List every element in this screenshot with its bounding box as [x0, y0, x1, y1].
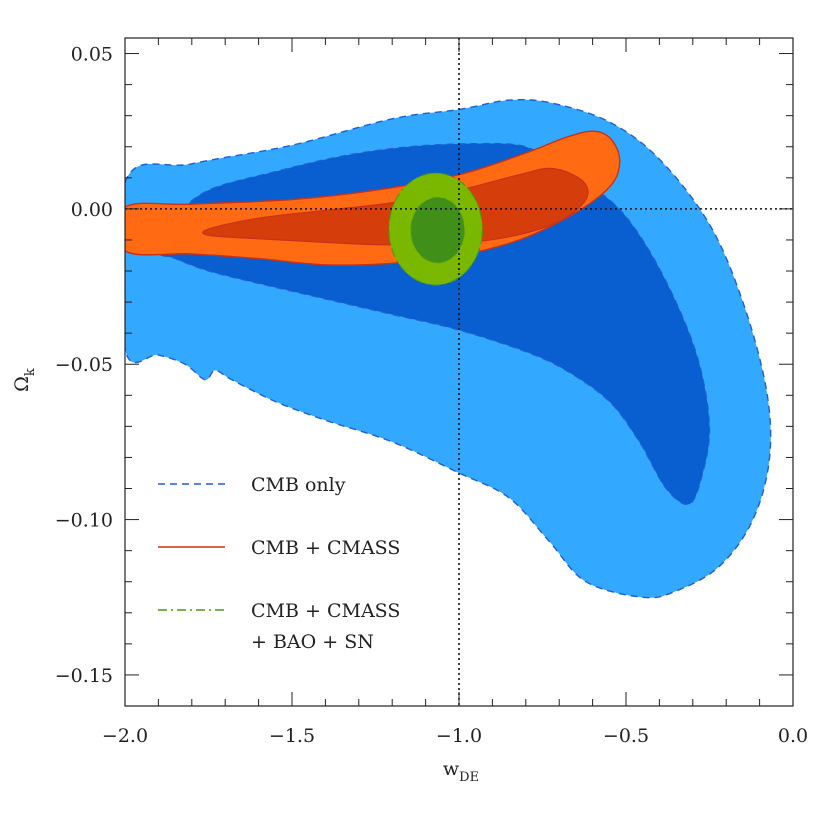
tick-labels: −2.0 −1.5 −1.0 −0.5 0.0 0.05 0.00 −0.05 −0.10 −0.… [55, 44, 808, 747]
y-tick-label: 0.05 [71, 44, 113, 66]
reference-lines [125, 38, 793, 706]
y-axis-label-main: Ω [11, 376, 33, 392]
contour-layer [125, 98, 772, 599]
x-axis-label-main: w [443, 758, 460, 780]
x-tick-label: −0.5 [603, 725, 649, 747]
x-tick-label: 0.0 [778, 725, 808, 747]
y-tick-label: −0.15 [55, 665, 113, 687]
contour-68-cmb-cmass-bao-sn [410, 196, 465, 264]
x-tick-label: −2.0 [102, 725, 148, 747]
x-tick-label: −1.5 [269, 725, 315, 747]
legend-label-cmb-cmass-bao-sn-line2: + BAO + SN [251, 631, 374, 653]
x-axis-label-sub: DE [459, 770, 479, 785]
y-tick-label: −0.10 [55, 510, 113, 532]
y-tick-label: 0.00 [71, 199, 113, 221]
axis-ticks [124, 38, 794, 707]
legend-label-cmb-cmass: CMB + CMASS [251, 537, 400, 559]
legend-label-cmb-cmass-bao-sn-line1: CMB + CMASS [251, 600, 400, 622]
legend: CMB only CMB + CMASS CMB + CMASS + BAO +… [158, 474, 400, 653]
x-axis-label: wDE [443, 758, 479, 785]
y-axis-label: Ωk [11, 368, 38, 392]
y-axis-label-sub: k [23, 368, 38, 376]
y-tick-label: −0.05 [55, 354, 113, 376]
x-tick-label: −1.0 [436, 725, 482, 747]
legend-label-cmb-only: CMB only [251, 474, 346, 496]
